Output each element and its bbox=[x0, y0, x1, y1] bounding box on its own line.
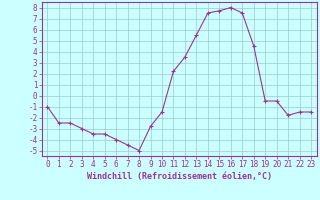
X-axis label: Windchill (Refroidissement éolien,°C): Windchill (Refroidissement éolien,°C) bbox=[87, 172, 272, 181]
